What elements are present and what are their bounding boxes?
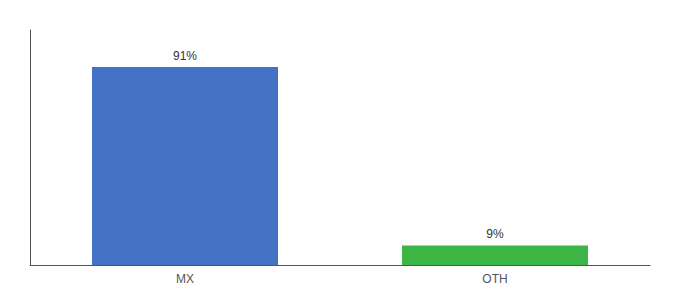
svg-text:9%: 9%: [486, 227, 504, 241]
svg-text:MX: MX: [176, 272, 194, 286]
svg-text:OTH: OTH: [482, 272, 507, 286]
svg-text:91%: 91%: [173, 49, 197, 63]
